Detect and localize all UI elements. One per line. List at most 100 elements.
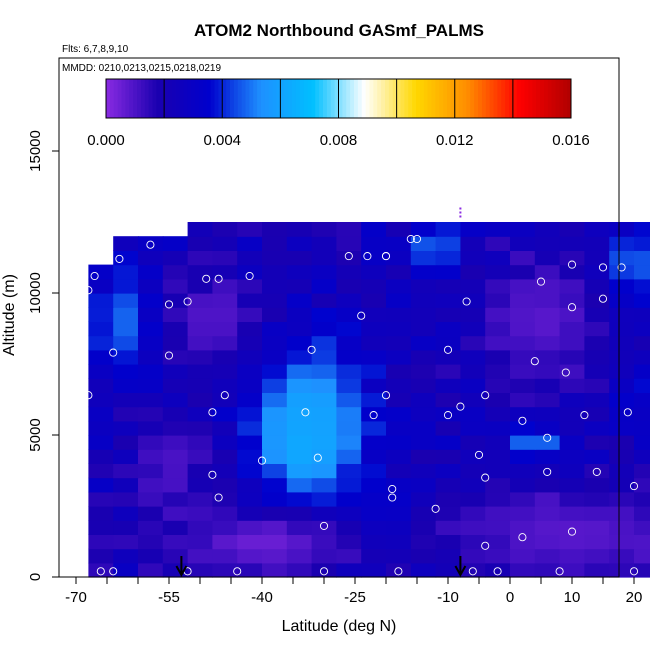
colorbar-segment: [241, 79, 247, 118]
colorbar-segment: [152, 79, 157, 118]
heatmap-cell: [510, 321, 536, 337]
heatmap-cell: [113, 463, 139, 479]
heatmap-cell: [113, 534, 139, 550]
heatmap-cell: [311, 449, 337, 464]
heatmap-cell: [584, 520, 610, 535]
heatmap-cell: [510, 378, 536, 393]
heatmap-cell: [212, 491, 238, 507]
y-axis-label: Altitude (m): [1, 274, 18, 356]
colorbar-segment: [137, 79, 142, 118]
heatmap-cell: [435, 264, 461, 280]
heatmap-cell: [559, 378, 585, 393]
flight-arrow-head: [175, 565, 188, 578]
sample-point: [363, 252, 372, 261]
sample-point: [567, 527, 577, 536]
colorbar-segment: [396, 79, 402, 118]
heatmap-cell: [88, 477, 114, 493]
heatmap-cell: [559, 278, 585, 294]
heatmap-cell: [559, 335, 585, 351]
heatmap-cell: [584, 562, 610, 578]
colorbar-segment: [117, 79, 123, 118]
heatmap-cell: [113, 264, 139, 280]
heatmap-cell: [584, 463, 610, 479]
heatmap-cell: [212, 506, 238, 521]
heatmap-cell: [361, 321, 387, 337]
heatmap-cell: [584, 435, 610, 450]
heatmap-cell: [262, 264, 288, 280]
heatmap-cell: [237, 335, 263, 351]
colorbar-segment: [311, 79, 316, 118]
heatmap-cell: [336, 392, 362, 408]
heatmap-cell: [162, 406, 189, 422]
heatmap-cell: [138, 562, 164, 578]
heatmap-cell: [410, 420, 437, 436]
colorbar-segment: [443, 79, 448, 118]
heatmap-cell: [162, 236, 189, 251]
heatmap-cell: [559, 392, 585, 408]
sample-point: [146, 240, 155, 249]
heatmap-cell: [534, 562, 561, 578]
heatmap-cell: [410, 236, 437, 251]
heatmap-cell: [534, 435, 561, 450]
heatmap-cell: [435, 420, 461, 436]
heatmap-cell: [510, 534, 536, 550]
heatmap-cell: [311, 406, 337, 422]
heatmap-cell: [336, 236, 362, 251]
heatmap-cell: [634, 520, 650, 535]
heatmap-cell: [410, 463, 437, 479]
heatmap-cell: [262, 321, 288, 337]
heatmap-cell: [113, 435, 139, 450]
heatmap-cell: [88, 364, 114, 379]
x-tick-label: 10: [564, 589, 581, 606]
colorbar-segment: [369, 79, 374, 118]
heatmap-cell: [212, 222, 238, 237]
heatmap-cell: [634, 449, 650, 464]
heatmap-cell: [212, 335, 238, 351]
sample-point: [233, 567, 242, 576]
heatmap-cell: [559, 250, 585, 266]
sample-point: [561, 368, 570, 377]
heatmap-cell: [262, 335, 288, 351]
sample-point: [96, 567, 105, 576]
heatmap-cell: [88, 349, 114, 365]
heatmap-cell: [386, 321, 412, 337]
heatmap-cell: [460, 378, 486, 393]
heatmap-cell: [435, 435, 461, 450]
heatmap-cell: [435, 250, 461, 266]
heatmap-cell: [534, 264, 561, 280]
heatmap-cell: [162, 364, 189, 379]
colorbar-segment: [567, 79, 572, 118]
sample-point: [357, 311, 366, 320]
heatmap-cell: [88, 335, 114, 351]
colorbar-segment: [450, 79, 456, 118]
heatmap-cell: [336, 278, 362, 294]
heatmap-cell: [237, 392, 263, 408]
colorbar-segment: [404, 79, 409, 118]
heatmap-cell: [162, 520, 189, 535]
heatmap-cell: [485, 278, 511, 294]
heatmap-cell: [386, 534, 412, 550]
colorbar-segment: [361, 79, 367, 118]
sample-point: [84, 286, 93, 295]
heatmap-cell: [286, 349, 313, 365]
heatmap-cell: [634, 392, 650, 408]
chart-title: ATOM2 Northbound GASmf_PALMS: [194, 21, 484, 40]
heatmap-cell: [634, 548, 650, 564]
sample-point: [406, 234, 415, 244]
heatmap-cell: [212, 406, 238, 422]
heatmap-cell: [510, 548, 536, 564]
colorbar-tick-label: 0.008: [320, 132, 358, 149]
heatmap-cell: [311, 392, 337, 408]
colorbar-segment: [307, 79, 312, 118]
heatmap-cell: [485, 321, 511, 337]
colorbar-segment: [392, 79, 398, 118]
y-tick-label: 10000: [27, 272, 44, 314]
heatmap-cell: [485, 250, 511, 266]
colorbar-segment: [319, 79, 324, 118]
colorbar-segment: [350, 79, 355, 118]
heatmap-cell: [262, 534, 288, 550]
heatmap-cell: [609, 321, 635, 337]
heatmap-cell: [212, 293, 238, 308]
colorbar-segment: [334, 79, 340, 118]
heatmap-cell: [386, 435, 412, 450]
